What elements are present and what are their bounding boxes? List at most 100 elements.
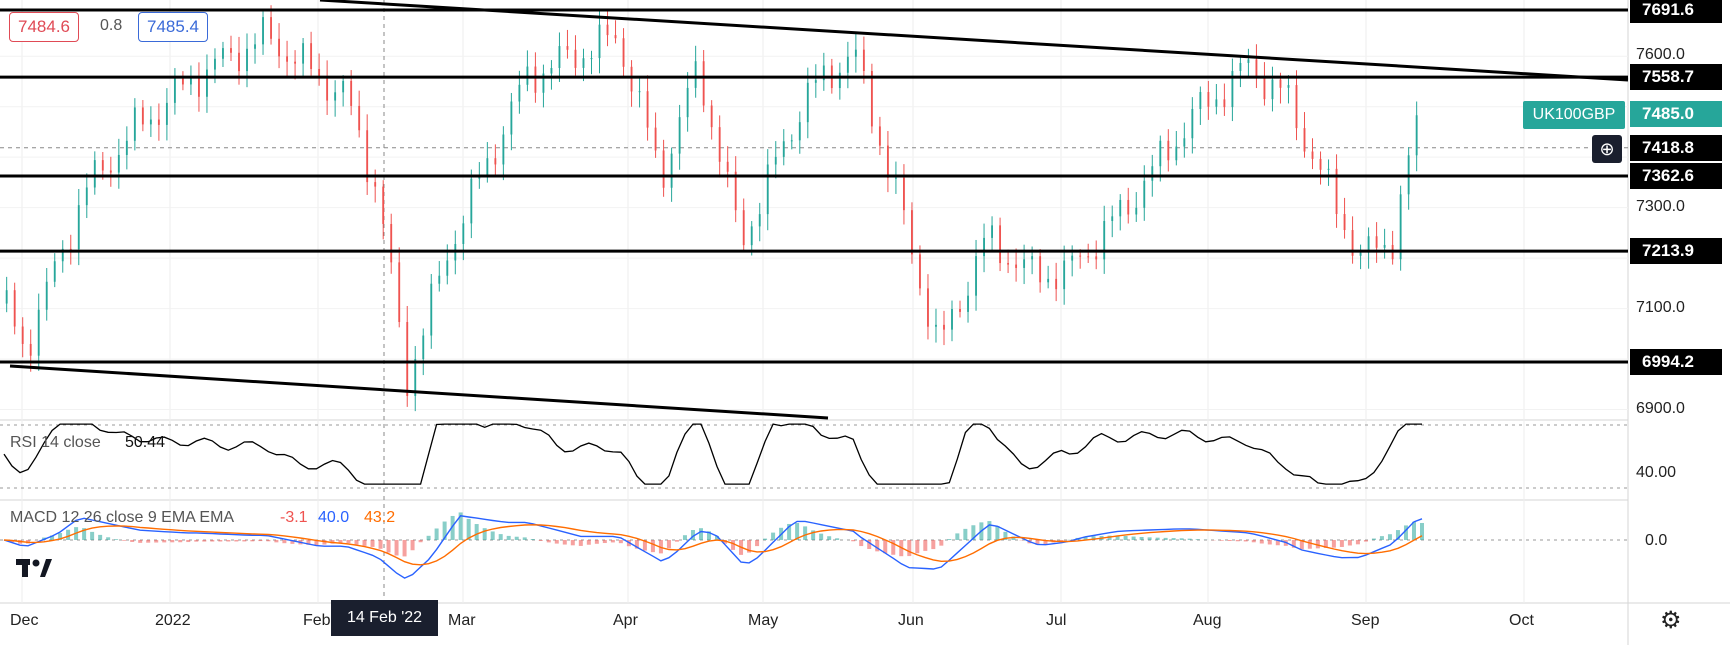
candle-body: [1047, 278, 1050, 283]
candle-body: [1175, 146, 1178, 161]
candle-body: [350, 80, 353, 106]
price-tick-label: 7300.0: [1636, 197, 1685, 215]
macd-histogram-bar: [1275, 540, 1280, 546]
candle-body: [149, 119, 152, 125]
x-label-oct: Oct: [1509, 612, 1534, 629]
upper-trendline: [319, 0, 1629, 82]
candle-body: [45, 281, 48, 310]
macd-histogram-bar: [1227, 540, 1232, 542]
candle-body: [638, 91, 641, 93]
candle-body: [61, 248, 64, 262]
macd-histogram-bar: [1003, 531, 1008, 540]
macd-histogram-bar: [939, 540, 944, 546]
macd-histogram-bar: [1355, 540, 1360, 545]
candle-body: [838, 72, 841, 89]
candle-body: [133, 107, 136, 141]
macd-histogram-bar: [1291, 540, 1296, 548]
ask-price[interactable]: 7485.4: [138, 12, 208, 42]
macd-label[interactable]: MACD 12 26 close 9 EMA EMA: [10, 509, 235, 526]
tradingview-logo-icon[interactable]: [14, 555, 56, 587]
candle-body: [238, 52, 240, 72]
x-label-jun: Jun: [898, 612, 924, 629]
candle-body: [935, 324, 937, 327]
candle-body: [286, 56, 289, 62]
macd-histogram-bar: [1339, 540, 1344, 547]
macd-histogram-bar: [923, 540, 928, 551]
macd-histogram-bar: [578, 540, 583, 546]
x-label-apr: Apr: [613, 612, 638, 629]
macd-histogram-bar: [498, 534, 503, 540]
candle-body: [766, 164, 769, 215]
candle-body: [774, 156, 777, 165]
candle-body: [198, 78, 200, 97]
candle-body: [438, 275, 441, 284]
candle-body: [390, 223, 393, 263]
candle-body: [662, 150, 665, 188]
candle-body: [646, 91, 649, 128]
candle-body: [1271, 79, 1274, 100]
x-label-mar: Mar: [448, 612, 476, 629]
candle-body: [903, 177, 905, 211]
macd-histogram-bar: [1011, 536, 1016, 540]
macd-histogram-bar: [1059, 540, 1064, 542]
macd-histogram-bar: [250, 540, 255, 542]
candle-body: [798, 122, 801, 141]
candle-body: [1015, 264, 1018, 268]
candle-body: [1295, 85, 1298, 129]
macd-histogram-bar: [1259, 540, 1264, 544]
candle-body: [414, 359, 417, 396]
plus-circle-icon[interactable]: ⊕: [1592, 135, 1622, 163]
macd-line: [3, 515, 1423, 579]
candle-body: [919, 254, 921, 289]
candle-body: [37, 309, 40, 356]
macd-histogram-bar: [1155, 537, 1160, 540]
macd-histogram-bar: [530, 539, 535, 540]
candle-body: [1303, 128, 1306, 152]
candle-body: [590, 58, 593, 60]
x-label-2022: 2022: [155, 612, 191, 629]
candle-body: [718, 127, 721, 162]
price-tick-label: 7600.0: [1636, 46, 1685, 64]
macd-histogram-bar: [450, 515, 455, 540]
candle-body: [262, 17, 264, 45]
macd-histogram-bar: [803, 526, 808, 540]
macd-histogram-bar: [402, 540, 407, 557]
candle-body: [878, 126, 881, 146]
macd-histogram-bar: [642, 540, 647, 551]
candle-body: [1039, 256, 1042, 283]
candle-body: [117, 154, 120, 173]
macd-histogram-bar: [354, 540, 359, 545]
candle-body: [1287, 85, 1290, 88]
macd-histogram-bar: [1395, 530, 1400, 540]
macd-histogram-bar: [554, 540, 559, 544]
macd-histogram-bar: [1115, 535, 1120, 540]
rsi-label[interactable]: RSI 14 close: [10, 434, 101, 451]
candle-body: [1279, 79, 1282, 88]
bid-price[interactable]: 7484.6: [9, 12, 79, 42]
candle-body: [77, 205, 80, 250]
candle-body: [542, 73, 545, 93]
candle-body: [382, 186, 385, 224]
macd-histogram-bar: [410, 540, 415, 551]
candle-body: [975, 256, 977, 296]
macd-histogram-bar: [771, 532, 776, 540]
macd-histogram-bar: [971, 525, 976, 540]
candle-body: [1023, 259, 1026, 268]
macd-histogram-bar: [82, 528, 87, 540]
price-tag-cursor: 7418.8: [1630, 134, 1722, 161]
candle-body: [951, 309, 953, 330]
macd-histogram-bar: [666, 540, 671, 549]
macd-histogram-bar: [1171, 538, 1176, 540]
x-label-feb: Feb: [303, 612, 331, 629]
candle-body: [398, 262, 401, 323]
candle-body: [334, 92, 337, 101]
candle-body: [109, 170, 112, 173]
macd-histogram-bar: [490, 531, 495, 540]
lower-trendline: [9, 364, 829, 420]
candle-body: [927, 288, 929, 327]
macd-histogram-bar: [690, 530, 695, 540]
candle-body: [1239, 62, 1242, 71]
gear-icon[interactable]: ⚙: [1660, 607, 1682, 634]
candle-body: [366, 130, 369, 183]
